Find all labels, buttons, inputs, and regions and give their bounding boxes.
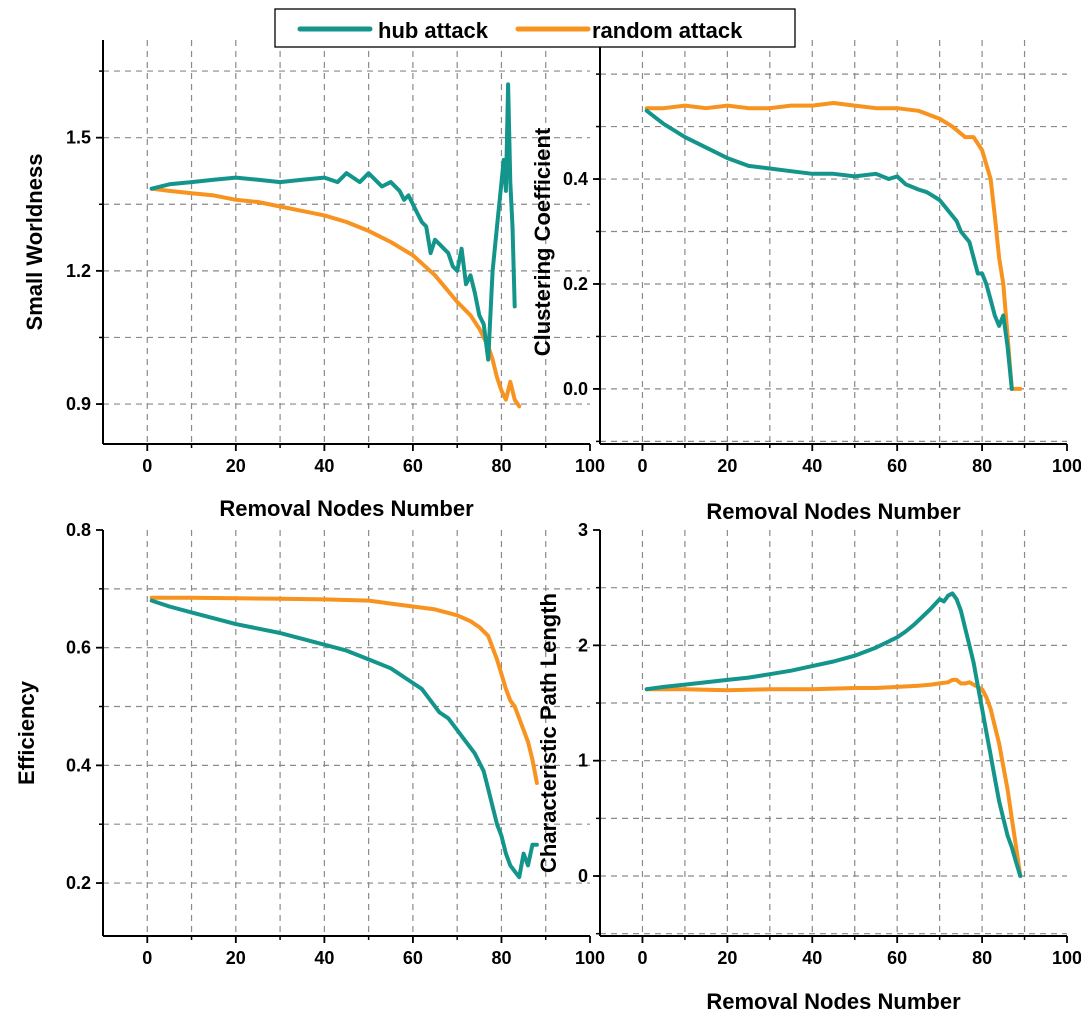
x-tick-label: 60	[403, 456, 423, 476]
y-tick-label: 1.5	[66, 128, 91, 148]
y-tick-label: 0.0	[563, 379, 588, 399]
y-tick-label: 0.6	[66, 638, 91, 658]
x-tick-label: 20	[717, 948, 737, 968]
y-tick-label: 2	[578, 635, 588, 655]
panel-small-worldness: 0 20 40 60 80 100 0.9 1.2 1.5 Removal Nodes Numbe…	[22, 40, 605, 521]
legend: hub attack random attack	[274, 8, 796, 48]
x-tick-label: 100	[1052, 456, 1081, 476]
y-axis-title: Characteristic Path Length	[536, 593, 561, 873]
x-tick-label: 40	[802, 948, 822, 968]
x-tick-label: 40	[314, 456, 334, 476]
y-tick-label: 0.2	[66, 873, 91, 893]
panel-clustering-coefficient: 0 20 40 60 80 100 0.0 0.2 0.4 Removal Nodes Numbe…	[530, 40, 1081, 524]
series-line-random-attack	[644, 677, 1023, 878]
y-tick-label: 0.4	[563, 169, 588, 189]
y-tick-label: 0.9	[66, 394, 91, 414]
legend-label-hub-attack: hub attack	[378, 18, 489, 43]
y-tick-label: 0.2	[563, 274, 588, 294]
panel-characteristic-path-length: 0 20 40 60 80 100 0 1 2 3 Removal Nodes Number Char…	[536, 520, 1081, 1013]
x-tick-label: 20	[717, 456, 737, 476]
series-line-random-attack	[149, 595, 539, 785]
x-tick-label: 40	[314, 948, 334, 968]
x-tick-label: 20	[226, 948, 246, 968]
x-tick-label: 100	[575, 456, 605, 476]
x-tick-label: 80	[972, 456, 992, 476]
y-tick-label: 0.8	[66, 520, 91, 540]
x-tick-label: 60	[887, 456, 907, 476]
x-tick-label: 100	[1052, 948, 1081, 968]
series-line-hub-attack	[644, 591, 1023, 878]
x-tick-label: 100	[575, 948, 605, 968]
series-line-random-attack	[149, 186, 522, 409]
y-axis-title: Efficiency	[14, 680, 39, 785]
x-axis-title: Removal Nodes Number	[706, 499, 961, 524]
series-line-hub-attack	[644, 108, 1014, 391]
x-tick-label: 60	[887, 948, 907, 968]
y-tick-label: 0	[578, 866, 588, 886]
y-tick-label: 1.2	[66, 261, 91, 281]
y-axis-title: Clustering Coefficient	[530, 127, 555, 356]
y-tick-label: 3	[578, 520, 588, 540]
x-tick-label: 40	[802, 456, 822, 476]
x-axis-title: Removal Nodes Number	[219, 496, 474, 521]
y-tick-label: 1	[578, 751, 588, 771]
x-tick-label: 20	[226, 456, 246, 476]
x-axis-title: Removal Nodes Number	[706, 989, 961, 1013]
x-tick-label: 0	[637, 948, 647, 968]
x-tick-label: 80	[972, 948, 992, 968]
legend-label-random-attack: random attack	[592, 18, 743, 43]
y-axis-title: Small Worldness	[22, 154, 47, 331]
x-tick-label: 60	[403, 948, 423, 968]
series-line-random-attack	[644, 101, 1023, 391]
x-tick-label: 0	[142, 948, 152, 968]
series-line-hub-attack	[149, 598, 539, 880]
x-tick-label: 80	[491, 948, 511, 968]
x-tick-label: 80	[491, 456, 511, 476]
y-tick-label: 0.4	[66, 755, 91, 775]
x-tick-label: 0	[142, 456, 152, 476]
series-line-hub-attack	[149, 82, 517, 362]
x-tick-label: 0	[637, 456, 647, 476]
